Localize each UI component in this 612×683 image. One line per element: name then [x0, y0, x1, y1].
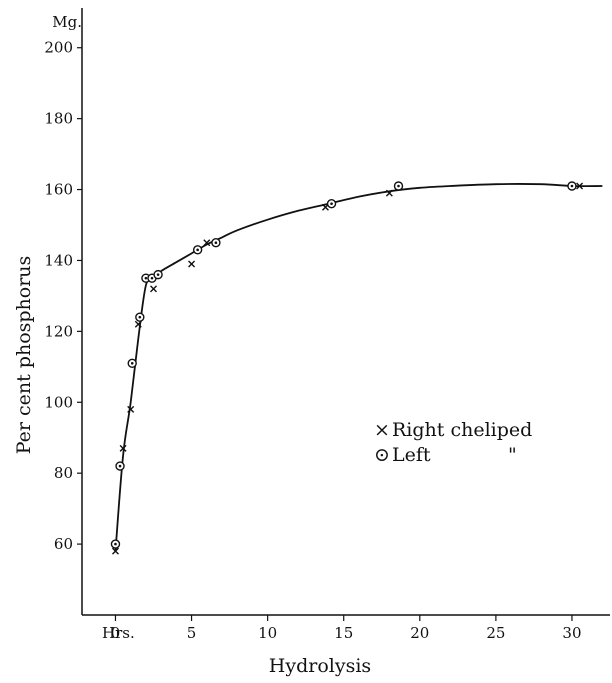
data-point-left	[127, 358, 137, 368]
legend-symbol-x: ×	[374, 419, 390, 441]
legend-item-left: ⊙ Left "	[374, 444, 517, 466]
data-point-left	[115, 461, 125, 471]
y-tick-label: 200	[44, 39, 73, 57]
y-tick-label: 80	[54, 464, 73, 482]
legend-ditto-mark: "	[508, 444, 517, 466]
data-point-right-cheliped	[111, 547, 119, 555]
data-points-layer	[110, 181, 584, 555]
x-axis-title: Hydrolysis	[269, 655, 371, 677]
data-point-left	[393, 181, 404, 191]
x-tick-label: 5	[187, 624, 197, 642]
data-point-left	[135, 312, 145, 322]
legend: × Right cheliped ⊙ Left "	[374, 419, 532, 466]
y-tick-label: 140	[44, 251, 73, 269]
data-point-right-cheliped	[127, 405, 135, 413]
legend-symbol-circle: ⊙	[374, 444, 390, 466]
data-point-left	[192, 245, 203, 255]
y-unit-label: Mg.	[52, 13, 82, 31]
y-tick-label: 180	[44, 110, 73, 128]
x-unit-label: Hrs.	[102, 624, 135, 642]
y-tick-label: 60	[54, 535, 73, 553]
y-axis-title: Per cent phosphorus	[13, 256, 35, 455]
data-point-right-cheliped	[576, 182, 584, 190]
data-point-left	[326, 199, 337, 209]
fit-curve-layer	[114, 183, 603, 552]
data-point-right-cheliped	[188, 260, 196, 268]
tick-labels: 0 5 10 15 20 25 30 60 80 100 120 140 160 180 200	[44, 39, 581, 642]
x-tick-label: 20	[410, 624, 429, 642]
data-point-right-cheliped	[150, 285, 158, 293]
fit-curve	[114, 183, 603, 552]
data-point-right-cheliped	[203, 239, 211, 247]
data-point-right-cheliped	[134, 320, 142, 328]
data-point-left	[567, 181, 577, 191]
axes	[81, 8, 610, 616]
x-tick-label: 0	[111, 624, 121, 642]
x-tick-label: 15	[334, 624, 353, 642]
legend-label-left: Left	[392, 444, 431, 466]
x-tick-label: 30	[562, 624, 581, 642]
data-point-left	[153, 269, 163, 280]
data-point-left	[110, 539, 121, 549]
y-tick-label: 100	[44, 393, 73, 411]
y-tick-label: 160	[44, 181, 73, 199]
data-point-left	[211, 238, 221, 248]
legend-item-right-cheliped: × Right cheliped	[374, 419, 532, 441]
y-tick-label: 120	[44, 322, 73, 340]
x-tick-label: 25	[486, 624, 505, 642]
data-point-right-cheliped	[385, 189, 393, 197]
data-point-right-cheliped	[119, 444, 127, 452]
legend-label-right-cheliped: Right cheliped	[392, 419, 532, 441]
tick-marks	[77, 47, 573, 621]
x-tick-label: 10	[258, 624, 277, 642]
